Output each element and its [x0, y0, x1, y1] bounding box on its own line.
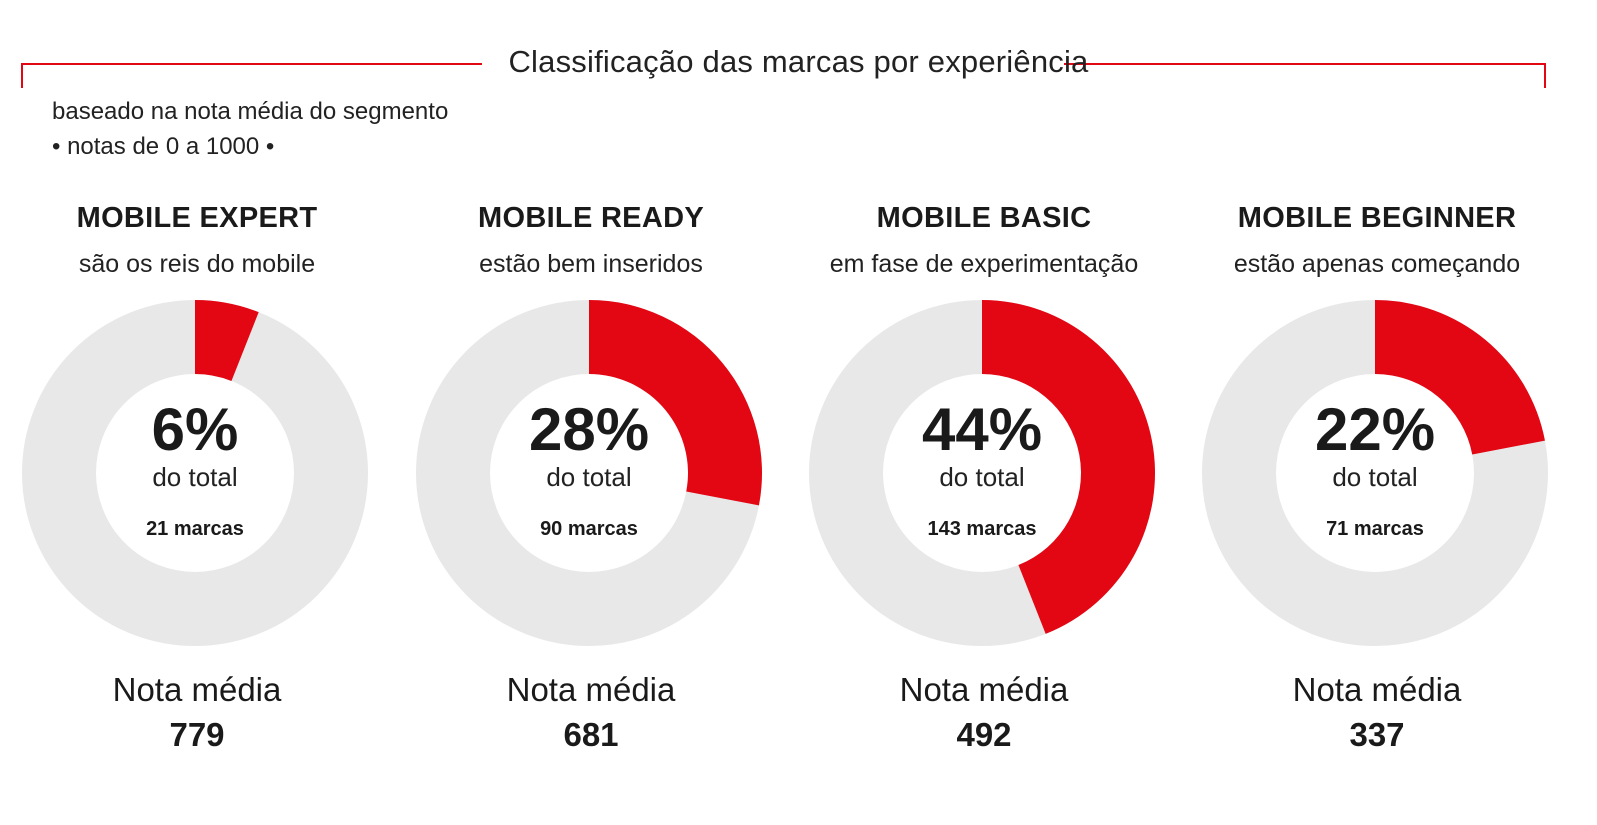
donut-svg: [1202, 300, 1548, 646]
score-label: Nota média: [506, 671, 676, 708]
donut-svg: [22, 300, 368, 646]
segment-panel-expert: MOBILE EXPERT são os reis do mobile 6% d…: [0, 196, 394, 796]
score-label: Nota média: [899, 671, 1069, 708]
chart-subtitle: baseado na nota média do segmento • nota…: [52, 94, 448, 164]
percent-value: 28%: [528, 396, 650, 463]
percent-caption: do total: [1332, 462, 1418, 492]
brand-count: 143 marcas: [927, 518, 1037, 540]
segment-panel-ready: MOBILE READY estão bem inseridos 28% do …: [394, 196, 788, 796]
score-value: 779: [169, 716, 225, 753]
donut-slice: [589, 300, 762, 506]
percent-caption: do total: [939, 462, 1025, 492]
brand-count: 21 marcas: [146, 518, 244, 540]
segment-description: estão apenas começando: [1233, 250, 1521, 278]
brand-count: 90 marcas: [540, 518, 638, 540]
percent-caption: do total: [152, 462, 238, 492]
score-value: 492: [956, 716, 1012, 753]
percent-value: 22%: [1314, 396, 1436, 463]
title-rule: [21, 63, 1546, 88]
percent-value: 44%: [921, 396, 1043, 463]
percent-caption: do total: [546, 462, 632, 492]
donut-slice: [982, 300, 1155, 634]
segment-name: MOBILE BEGINNER: [1237, 202, 1517, 234]
donut-chart: 28% do total 90 marcas: [416, 300, 762, 646]
chart-title: Classificação das marcas por experiência: [508, 44, 1089, 79]
donut-chart: 44% do total 143 marcas: [809, 300, 1155, 646]
segment-panel-beginner: MOBILE BEGINNER estão apenas começando 2…: [1180, 196, 1574, 796]
donut-chart: 22% do total 71 marcas: [1202, 300, 1548, 646]
brand-count: 71 marcas: [1326, 518, 1424, 540]
percent-value: 6%: [151, 396, 239, 463]
segment-name: MOBILE BASIC: [876, 202, 1092, 234]
score-value: 681: [563, 716, 619, 753]
segment-panel-basic: MOBILE BASIC em fase de experimentação 4…: [787, 196, 1181, 796]
score-value: 337: [1349, 716, 1405, 753]
subtitle-line-2: • notas de 0 a 1000 •: [52, 133, 275, 160]
donut-slice: [1375, 300, 1545, 455]
score-label: Nota média: [112, 671, 282, 708]
donut-chart: 6% do total 21 marcas: [22, 300, 368, 646]
donut-svg: [416, 300, 762, 646]
donut-slice: [195, 300, 259, 381]
subtitle-line-1: baseado na nota média do segmento: [52, 98, 449, 125]
donut-svg: [809, 300, 1155, 646]
segment-description: em fase de experimentação: [829, 250, 1139, 278]
segment-description: estão bem inseridos: [479, 250, 703, 278]
segment-name: MOBILE READY: [478, 202, 704, 234]
score-label: Nota média: [1292, 671, 1462, 708]
segment-description: são os reis do mobile: [78, 250, 316, 278]
segment-name: MOBILE EXPERT: [76, 202, 318, 234]
